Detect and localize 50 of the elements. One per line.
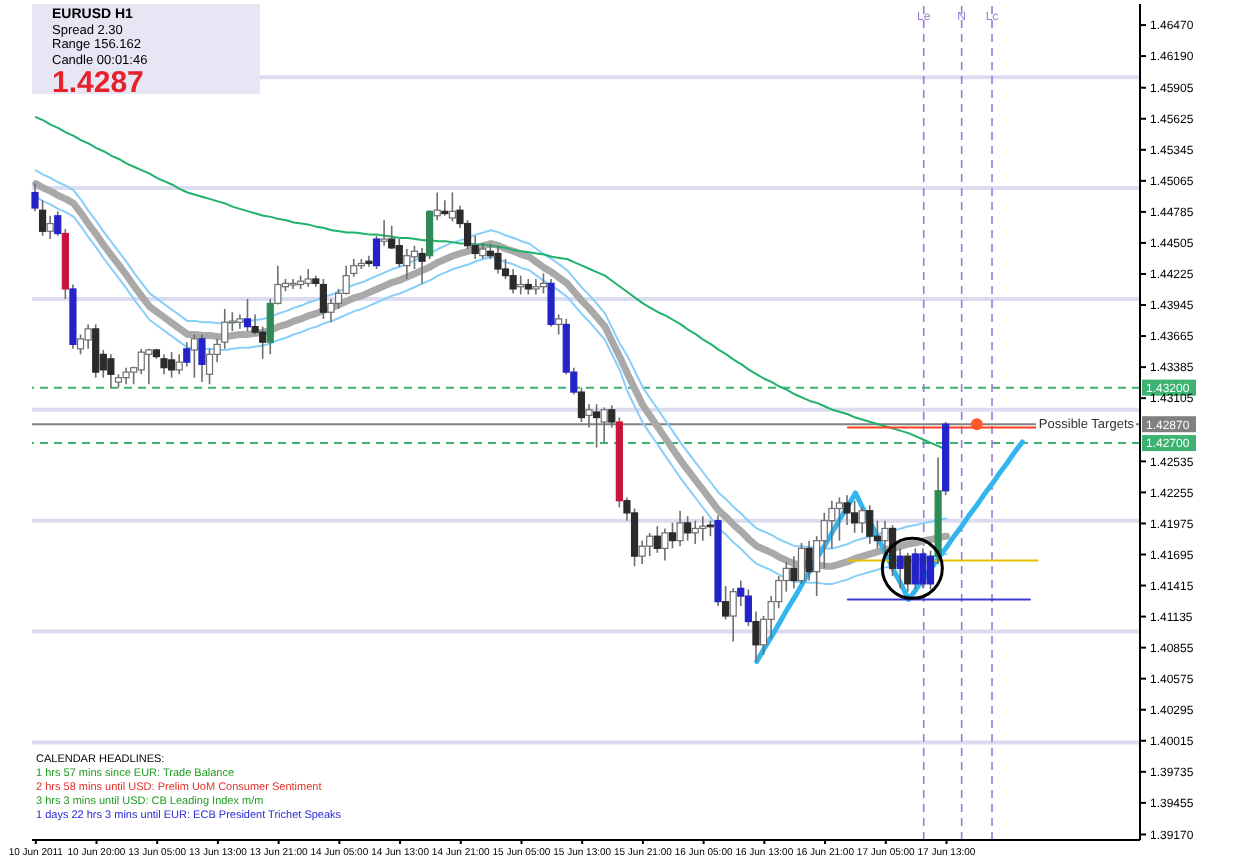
annotation: 1.4287 xyxy=(52,66,146,101)
candlestick xyxy=(145,348,153,386)
candlestick xyxy=(851,499,859,534)
candlestick xyxy=(160,353,168,376)
candlestick xyxy=(198,333,206,383)
candlestick xyxy=(54,210,62,237)
candlestick xyxy=(168,351,176,379)
candlestick xyxy=(342,264,350,296)
candlestick xyxy=(183,341,191,368)
candlestick xyxy=(919,547,927,590)
candlestick xyxy=(84,323,92,350)
candlestick xyxy=(668,522,677,550)
candlestick xyxy=(319,278,327,320)
candlestick xyxy=(911,547,919,591)
candlestick xyxy=(797,542,806,585)
line-series xyxy=(754,439,1025,664)
candlestick xyxy=(441,199,449,217)
candlestick xyxy=(896,547,904,590)
candlestick xyxy=(638,539,646,565)
candlestick xyxy=(380,219,388,247)
candlestick xyxy=(517,274,525,296)
candlestick xyxy=(653,525,661,554)
candlestick xyxy=(92,323,100,379)
candlestick xyxy=(858,506,866,534)
candlestick xyxy=(646,532,654,557)
candlestick xyxy=(790,555,798,590)
line-series xyxy=(34,116,948,451)
candlestick xyxy=(881,519,889,557)
candlestick xyxy=(448,191,456,223)
candlestick xyxy=(547,278,555,328)
candlestick xyxy=(904,552,912,593)
candlestick xyxy=(608,404,616,429)
candlestick xyxy=(835,496,844,542)
candlestick xyxy=(684,515,692,542)
candlestick xyxy=(107,353,115,389)
candlestick xyxy=(699,515,707,542)
candlestick xyxy=(691,519,699,545)
candlestick xyxy=(729,587,737,643)
candlestick xyxy=(592,403,601,449)
candlestick xyxy=(805,539,813,582)
candlestick xyxy=(46,214,54,240)
candlestick xyxy=(661,527,669,562)
candlestick xyxy=(866,504,874,545)
candlestick xyxy=(190,333,198,379)
candlestick xyxy=(676,509,684,547)
candlestick xyxy=(494,244,502,275)
candlestick xyxy=(137,348,145,376)
candlestick xyxy=(539,272,548,295)
candlestick xyxy=(600,406,608,443)
candlestick xyxy=(243,298,252,332)
